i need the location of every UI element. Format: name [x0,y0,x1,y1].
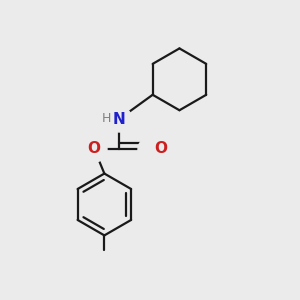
Text: H: H [101,112,111,125]
Text: O: O [88,141,100,156]
Text: N: N [113,112,125,127]
Text: O: O [155,141,168,156]
